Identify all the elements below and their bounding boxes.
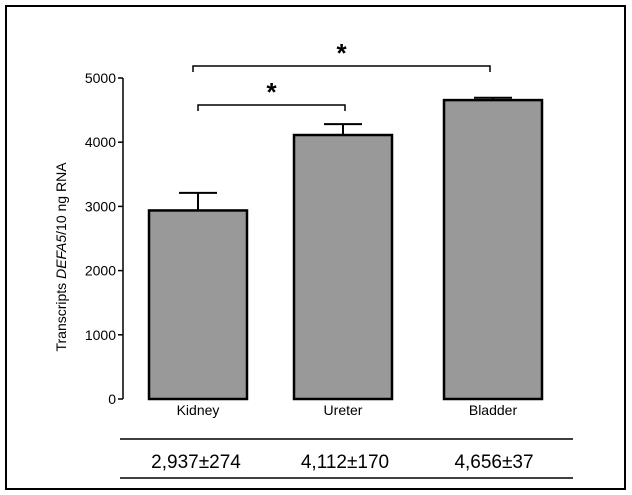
y-axis-label-suffix: /10 ng RNA xyxy=(53,162,69,235)
figure-border xyxy=(5,5,626,490)
y-tick-label-2000: 2000 xyxy=(85,263,116,279)
x-tick-label-ureter: Ureter xyxy=(324,402,363,418)
y-tick-label-0: 0 xyxy=(108,391,116,407)
y-tick-label-3000: 3000 xyxy=(85,198,116,214)
y-axis-label-italic: DEFA5 xyxy=(53,235,69,279)
y-tick-label-1000: 1000 xyxy=(85,327,116,343)
x-tick-label-bladder: Bladder xyxy=(469,402,518,418)
summary-bladder: 4,656±37 xyxy=(454,452,533,473)
y-axis-label-prefix: Transcripts xyxy=(53,279,69,352)
summary-ureter: 4,112±170 xyxy=(301,452,389,473)
bar-bladder xyxy=(442,98,544,401)
sig-bracket-kidney-bladder-label: * xyxy=(336,38,347,68)
y-tick-label-4000: 4000 xyxy=(85,134,116,150)
sig-bracket-kidney-ureter xyxy=(197,104,346,111)
bar-ureter xyxy=(292,133,394,401)
sig-bracket-kidney-ureter-label: * xyxy=(266,77,277,107)
x-tick-label-kidney: Kidney xyxy=(177,402,220,418)
y-tick-label-5000: 5000 xyxy=(85,70,116,86)
y-axis-label: Transcripts DEFA5/10 ng RNA xyxy=(53,162,69,352)
sig-bracket-kidney-bladder xyxy=(192,65,491,72)
bar-kidney xyxy=(147,209,249,401)
summary-kidney: 2,937±274 xyxy=(151,452,241,473)
